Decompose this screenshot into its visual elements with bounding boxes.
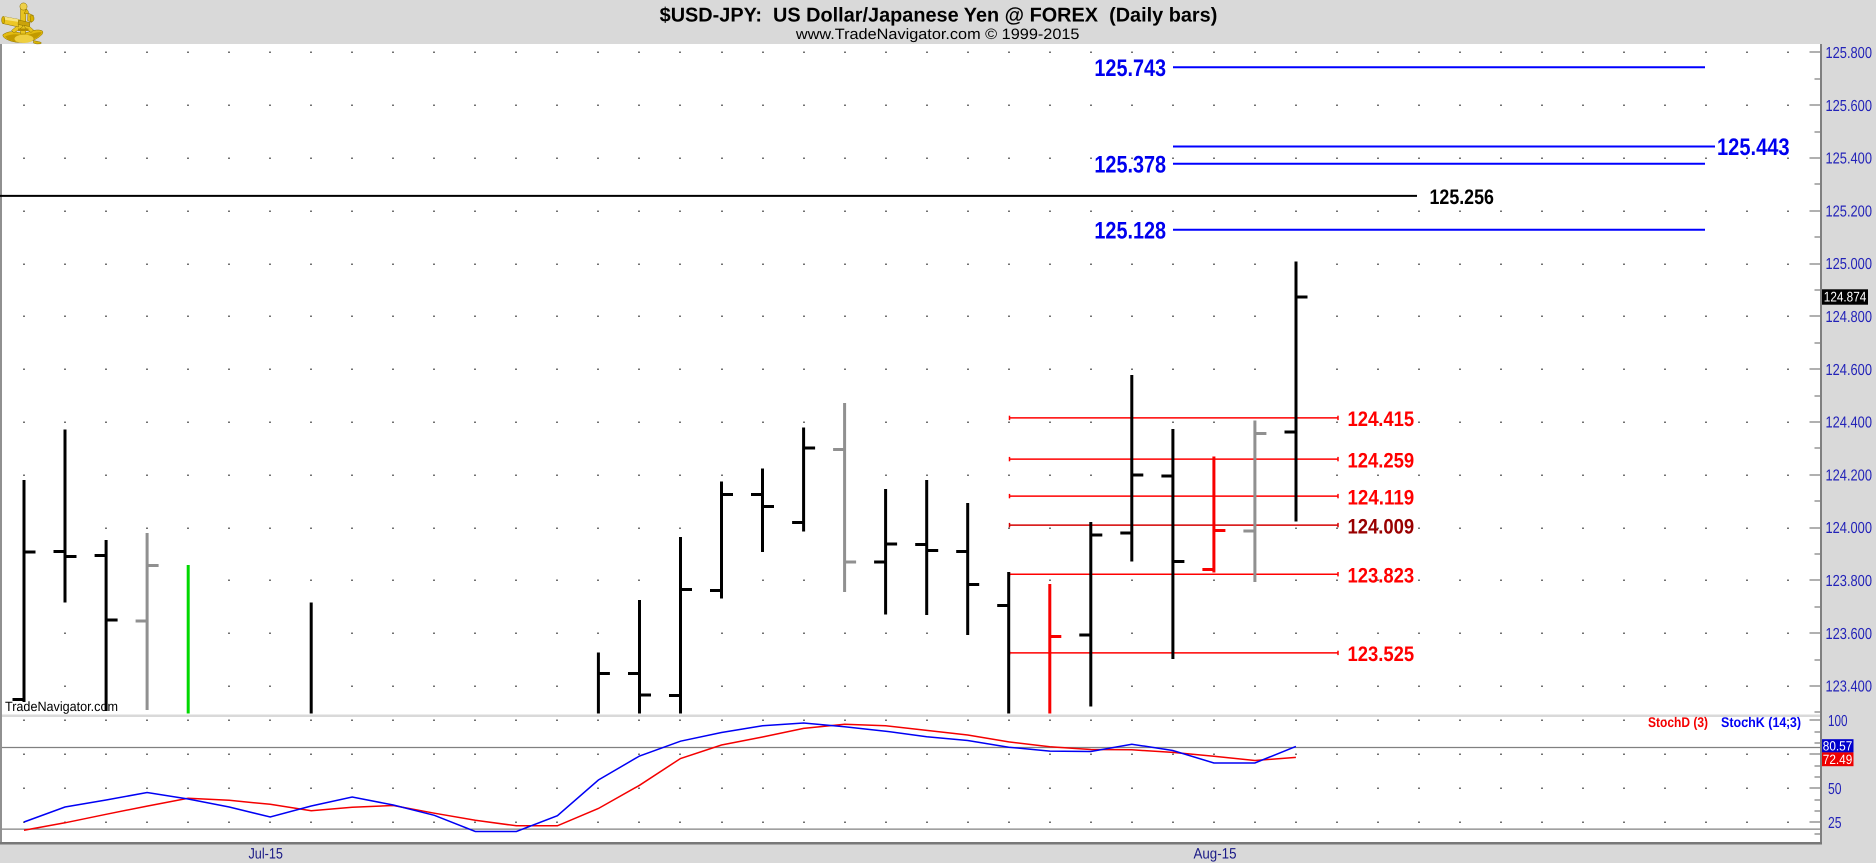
svg-text:123.823: 123.823: [1348, 564, 1415, 587]
svg-text:125.378: 125.378: [1094, 151, 1166, 178]
svg-text:125.200: 125.200: [1826, 203, 1873, 220]
svg-text:123.600: 123.600: [1826, 626, 1873, 643]
svg-text:125.600: 125.600: [1826, 98, 1873, 115]
svg-text:Jul-15: Jul-15: [248, 846, 283, 863]
svg-text:100: 100: [1828, 713, 1848, 730]
svg-text:125.443: 125.443: [1717, 134, 1790, 161]
svg-text:125.800: 125.800: [1826, 45, 1873, 62]
svg-text:125.400: 125.400: [1826, 151, 1873, 168]
svg-text:50: 50: [1828, 781, 1842, 798]
svg-text:25: 25: [1828, 815, 1842, 832]
svg-text:123.400: 123.400: [1826, 679, 1873, 696]
svg-text:124.874: 124.874: [1824, 289, 1867, 305]
svg-text:StochD (3): StochD (3): [1648, 714, 1708, 730]
svg-text:StochK (14,3): StochK (14,3): [1721, 714, 1801, 730]
svg-text:123.525: 123.525: [1348, 643, 1415, 666]
svg-text:125.256: 125.256: [1430, 186, 1494, 209]
svg-text:124.259: 124.259: [1348, 449, 1415, 472]
svg-text:124.600: 124.600: [1826, 362, 1873, 379]
svg-text:125.743: 125.743: [1094, 55, 1166, 82]
svg-text:Aug-15: Aug-15: [1194, 846, 1237, 863]
svg-text:125.000: 125.000: [1826, 256, 1873, 273]
svg-text:124.009: 124.009: [1348, 515, 1415, 538]
svg-text:www.TradeNavigator.com © 1999-: www.TradeNavigator.com © 1999-2015: [795, 26, 1080, 43]
svg-text:124.119: 124.119: [1348, 486, 1415, 509]
svg-text:80.57: 80.57: [1823, 739, 1853, 754]
svg-text:124.400: 124.400: [1826, 415, 1873, 432]
svg-text:125.128: 125.128: [1094, 217, 1166, 244]
svg-text:124.200: 124.200: [1826, 467, 1873, 484]
svg-text:124.800: 124.800: [1826, 309, 1873, 326]
svg-text:124.415: 124.415: [1348, 408, 1415, 431]
svg-text:124.000: 124.000: [1826, 520, 1873, 537]
svg-text:$USD-JPY: US Dollar/Japanese: $USD-JPY: US Dollar/Japanese Yen @ FOREX…: [660, 5, 1218, 27]
svg-text:72.49: 72.49: [1823, 752, 1853, 767]
svg-text:TradeNavigator.com: TradeNavigator.com: [5, 699, 118, 714]
svg-text:123.800: 123.800: [1826, 573, 1873, 590]
